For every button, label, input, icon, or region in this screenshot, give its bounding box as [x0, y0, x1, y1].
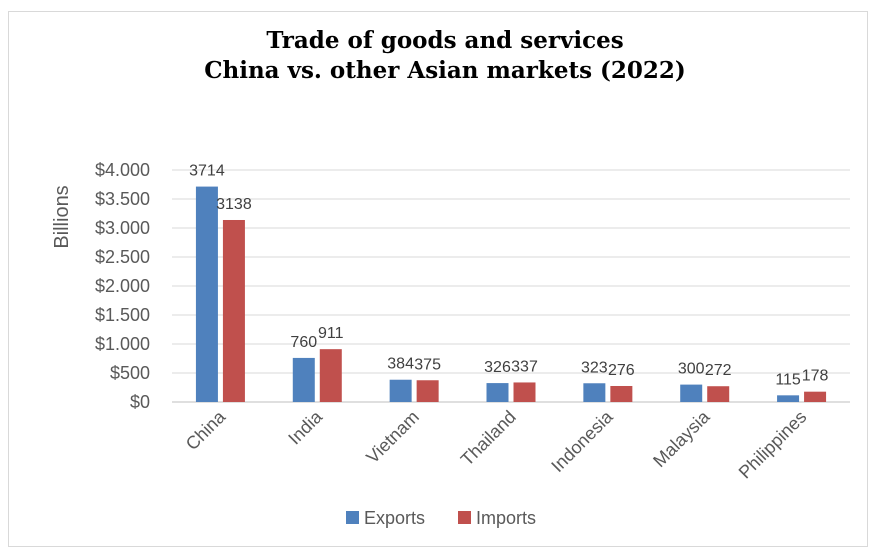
- legend-swatch-exports: [346, 511, 359, 524]
- data-label-imports-indonesia: 276: [608, 362, 635, 379]
- y-tick-label: $1.500: [95, 305, 150, 325]
- y-tick-label: $3.000: [95, 218, 150, 238]
- data-label-exports-malaysia: 300: [678, 361, 705, 378]
- y-axis-label: Billions: [51, 185, 73, 248]
- bar-exports-indonesia: [583, 383, 606, 402]
- legend-label-exports: Exports: [364, 508, 425, 528]
- x-category-label: Indonesia: [547, 406, 617, 476]
- x-category-label: Vietnam: [362, 407, 423, 468]
- chart-title-line-1: Trade of goods and services: [266, 27, 624, 54]
- legend-label-imports: Imports: [476, 508, 536, 528]
- x-category-label: Philippines: [735, 407, 811, 483]
- data-label-exports-china: 3714: [189, 163, 225, 180]
- bar-imports-india: [319, 349, 342, 402]
- data-label-imports-china: 3138: [216, 196, 252, 213]
- chart-frame: [8, 11, 868, 547]
- bar-exports-malaysia: [680, 384, 703, 402]
- x-category-label: Malaysia: [649, 406, 714, 471]
- y-axis-ticks: $0 $500 $1.000 $1.500 $2.000 $2.500 $3.000 $3.5…: [95, 160, 150, 412]
- chart-title: Trade of goods and services China vs. ot…: [0, 26, 870, 86]
- bar-exports-thailand: [486, 383, 509, 402]
- data-label-imports-vietnam: 375: [414, 356, 441, 373]
- data-label-exports-thailand: 326: [484, 359, 511, 376]
- y-tick-label: $2.500: [95, 247, 150, 267]
- y-tick-label: $500: [110, 363, 150, 383]
- data-label-imports-india: 911: [318, 325, 344, 342]
- data-label-imports-malaysia: 272: [705, 362, 732, 379]
- data-label-exports-india: 760: [290, 334, 317, 351]
- x-axis-categories: China India Vietnam Thailand Indonesia Malays…: [182, 406, 811, 482]
- y-tick-label: $4.000: [95, 160, 150, 180]
- x-category-label: China: [182, 406, 230, 454]
- x-category-label: India: [284, 406, 326, 448]
- bar-exports-china: [195, 186, 218, 402]
- x-category-label: Thailand: [457, 407, 520, 470]
- data-label-exports-vietnam: 384: [387, 356, 414, 373]
- bar-imports-vietnam: [416, 380, 439, 402]
- bar-exports-india: [292, 357, 315, 402]
- bar-exports-philippines: [777, 395, 800, 402]
- y-tick-label: $0: [130, 392, 150, 412]
- bar-imports-indonesia: [610, 385, 633, 402]
- bar-exports-vietnam: [389, 379, 412, 402]
- y-tick-label: $1.000: [95, 334, 150, 354]
- bar-imports-thailand: [513, 382, 536, 402]
- y-tick-label: $2.000: [95, 276, 150, 296]
- data-label-exports-indonesia: 323: [581, 359, 608, 376]
- bar-imports-philippines: [804, 391, 827, 402]
- legend-swatch-imports: [458, 511, 471, 524]
- gridlines: [172, 169, 850, 403]
- bars: [195, 186, 827, 402]
- data-label-imports-philippines: 178: [802, 368, 829, 385]
- bar-imports-china: [222, 219, 245, 402]
- data-label-exports-philippines: 115: [775, 371, 801, 388]
- chart-title-line-2: China vs. other Asian markets (2022): [204, 57, 686, 84]
- y-tick-label: $3.500: [95, 189, 150, 209]
- legend: Exports Imports: [346, 508, 536, 528]
- data-label-imports-thailand: 337: [511, 358, 538, 375]
- bar-imports-malaysia: [707, 386, 730, 402]
